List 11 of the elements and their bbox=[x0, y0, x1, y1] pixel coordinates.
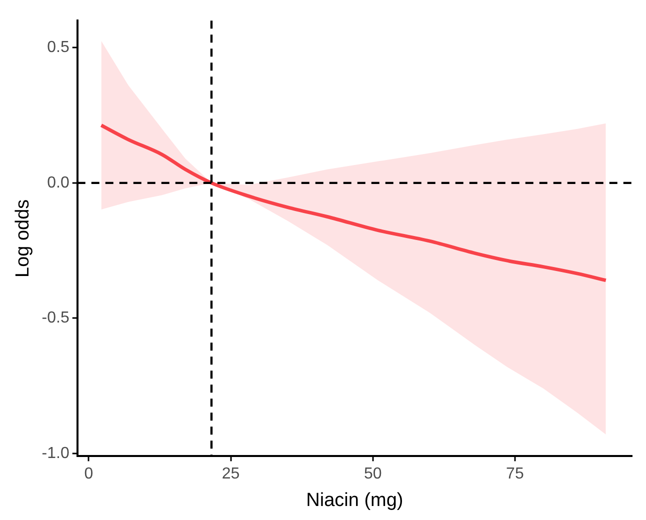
line-series bbox=[99, 124, 608, 282]
x-tick-label: 50 bbox=[364, 466, 382, 483]
y-tick-label: -0.5 bbox=[42, 310, 70, 327]
y-tick-label: 0.5 bbox=[47, 39, 70, 56]
x-tick-label: 75 bbox=[506, 466, 524, 483]
y-tick-label: 0.0 bbox=[47, 174, 70, 192]
x-tick-label: 0 bbox=[84, 466, 94, 483]
x-axis-title: Niacin (mg) bbox=[306, 490, 404, 511]
y-axis-title: Log odds bbox=[12, 199, 34, 278]
y-tick-label: -1.0 bbox=[42, 444, 70, 462]
x-tick-label: 25 bbox=[222, 466, 240, 483]
